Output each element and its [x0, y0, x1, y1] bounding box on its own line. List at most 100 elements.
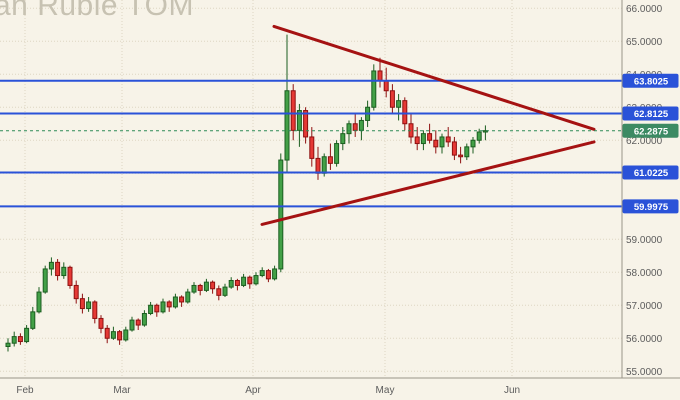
candle-down	[210, 280, 216, 294]
candle-down	[216, 285, 222, 301]
candle-up	[24, 325, 30, 344]
candle-body	[358, 119, 364, 131]
candle-up	[334, 140, 340, 167]
candle-up	[160, 298, 166, 314]
candle-down	[265, 268, 271, 283]
candle-body	[346, 123, 352, 135]
candle-down	[234, 278, 240, 291]
candle-up	[185, 288, 191, 304]
candle-body	[11, 336, 17, 344]
price-tick-label: 56.0000	[626, 334, 663, 345]
trendline-lower[interactable]	[260, 140, 596, 226]
candle-up	[439, 133, 445, 154]
candle-down	[55, 259, 61, 281]
candle-up	[476, 128, 482, 144]
candle-down	[17, 333, 23, 345]
candle-down	[135, 318, 141, 330]
candle-body	[216, 288, 222, 296]
candle-up	[61, 262, 67, 279]
candle-body	[191, 284, 197, 293]
candle-up	[36, 287, 42, 314]
price-tick-label: 62.0000	[626, 136, 663, 147]
price-level-badge: 61.0225	[622, 165, 679, 180]
price-tick-label: 66.0000	[626, 4, 663, 15]
candle-body	[197, 284, 203, 291]
candle-up	[129, 316, 135, 332]
candle-body	[203, 281, 209, 291]
candle-body	[228, 280, 234, 288]
candle-body	[210, 281, 216, 290]
candle-up	[110, 326, 116, 340]
candle-body	[185, 291, 191, 303]
candle-up	[191, 282, 197, 294]
candle-up	[241, 273, 247, 288]
candle-down	[166, 300, 172, 312]
candle-up	[253, 272, 259, 286]
candle-up	[284, 34, 290, 174]
candle-body	[445, 136, 451, 143]
candle-body	[5, 342, 11, 348]
candle-body	[30, 311, 36, 329]
candle-body	[309, 136, 315, 159]
candle-down	[73, 280, 79, 304]
candle-body	[272, 268, 278, 280]
candle-body	[284, 90, 290, 161]
candle-up	[396, 94, 402, 121]
candle-up	[228, 277, 234, 289]
candle-body	[61, 266, 67, 277]
candle-body	[290, 90, 296, 131]
candle-down	[104, 325, 110, 344]
candle-down	[290, 84, 296, 141]
candle-down	[414, 127, 420, 151]
candle-body	[476, 131, 482, 141]
price-tick-label: 55.0000	[626, 367, 663, 378]
candle-body	[482, 130, 488, 133]
candle-body	[17, 336, 23, 343]
price-tick-label: 57.0000	[626, 301, 663, 312]
candle-body	[117, 331, 123, 341]
candle-body	[241, 276, 247, 286]
candle-body	[110, 331, 116, 339]
candle-body	[383, 80, 389, 92]
candle-down	[197, 283, 203, 296]
candle-body	[172, 296, 178, 308]
price-tick-label: 59.0000	[626, 235, 663, 246]
candle-body	[166, 301, 172, 308]
candle-up	[172, 293, 178, 309]
candle-up	[48, 257, 54, 276]
candle-body	[92, 301, 98, 319]
price-tick-label: 65.0000	[626, 37, 663, 48]
candle-body	[36, 291, 42, 313]
candle-body	[464, 146, 470, 158]
candle-down	[389, 84, 395, 114]
candle-down	[327, 143, 333, 170]
candle-body	[321, 156, 327, 174]
candle-up	[346, 120, 352, 144]
candle-body	[160, 301, 166, 313]
trendline-upper[interactable]	[272, 24, 596, 131]
candle-up	[203, 278, 209, 293]
candle-body	[427, 133, 433, 141]
price-tick-label: 58.0000	[626, 268, 663, 279]
candle-body	[451, 141, 457, 156]
candle-body	[154, 304, 160, 313]
candle-body	[135, 319, 141, 326]
candle-body	[86, 301, 92, 310]
candle-body	[253, 275, 259, 285]
candle-up	[148, 301, 154, 316]
candle-body	[377, 70, 383, 82]
candle-body	[129, 319, 135, 331]
candle-body	[259, 270, 265, 277]
candle-down	[179, 295, 185, 307]
candle-body	[222, 286, 228, 296]
candle-up	[278, 153, 284, 273]
candle-body	[470, 139, 476, 148]
candle-body	[123, 329, 129, 341]
candle-body	[352, 123, 358, 131]
candle-down	[427, 123, 433, 144]
candle-body	[315, 157, 321, 174]
svg-text:59.9975: 59.9975	[634, 202, 669, 213]
svg-text:61.0225: 61.0225	[634, 168, 669, 179]
